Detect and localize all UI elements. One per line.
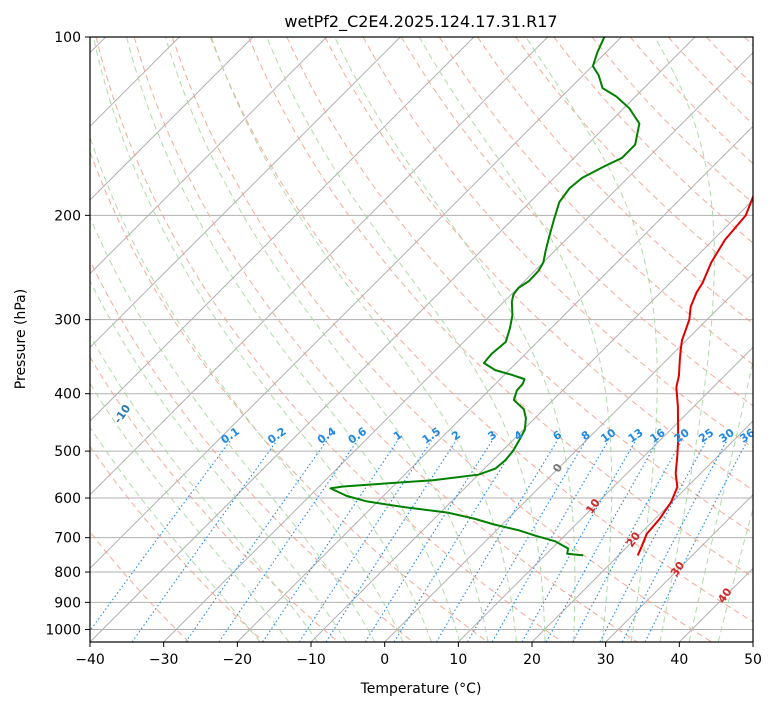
x-tick-label: −30 <box>149 652 179 668</box>
isotherm-line <box>531 420 753 642</box>
dry-adiabat-line <box>95 37 563 642</box>
plot-background <box>90 37 753 642</box>
moist-adiabat-line <box>418 37 613 642</box>
mixing-ratio-line <box>521 440 637 642</box>
isobar-gridlines <box>90 37 753 630</box>
mixing-ratio-line <box>572 440 683 642</box>
mixing-ratio-line <box>545 440 659 642</box>
y-tick-label: 200 <box>54 208 81 224</box>
y-axis-label: Pressure (hPa) <box>13 289 29 389</box>
x-tick-label: 20 <box>523 652 541 668</box>
dry-adiabat-label: -20 <box>29 360 51 384</box>
mixing-ratio-lines <box>90 440 748 642</box>
mixing-ratio-line <box>325 440 457 642</box>
dry-adiabat-lines <box>90 37 753 642</box>
isotherm-line <box>90 37 254 201</box>
x-tick-label: −40 <box>75 652 105 668</box>
x-tick-label: −10 <box>296 652 326 668</box>
isotherm-line <box>236 125 753 642</box>
dry-adiabat-line <box>133 37 638 642</box>
moist-adiabat-line <box>525 37 658 642</box>
isotherm-line <box>90 37 475 422</box>
y-tick-label: 300 <box>54 313 81 329</box>
dry-adiabat-line <box>248 37 753 578</box>
y-tick-label: 900 <box>54 595 81 611</box>
isotherm-line <box>90 37 328 275</box>
dry-adiabat-line <box>90 259 414 642</box>
moist-adiabat-line <box>164 37 489 642</box>
moist-adiabat-line <box>90 334 319 642</box>
moist-adiabat-line <box>92 37 432 642</box>
y-tick-label: 700 <box>54 531 81 547</box>
dry-adiabat-line <box>591 37 753 204</box>
dry-adiabat-line <box>400 37 753 407</box>
isotherm-line <box>90 37 401 349</box>
moist-adiabat-line <box>688 358 753 642</box>
isotherm-line <box>457 346 753 642</box>
dry-adiabat-line <box>90 356 339 642</box>
x-tick-label: 10 <box>449 652 467 668</box>
mixing-ratio-line <box>364 440 493 642</box>
plot-frame <box>89 36 754 643</box>
x-tick-label: 40 <box>670 652 688 668</box>
dry-adiabat-line <box>324 37 753 491</box>
x-tick-label: −20 <box>223 652 253 668</box>
mixing-ratio-line <box>435 440 558 642</box>
mixing-ratio-line <box>467 440 587 642</box>
y-tick-label: 600 <box>54 491 81 507</box>
dry-adiabat-line <box>286 37 753 534</box>
y-tick-label: 500 <box>54 444 81 460</box>
x-tick-label: 0 <box>380 652 389 668</box>
moist-adiabat-line <box>654 37 715 642</box>
temperature-profile-line <box>636 194 753 556</box>
moist-adiabat-line <box>717 506 753 642</box>
mixing-ratio-line <box>218 440 358 642</box>
isotherm-line <box>90 37 549 496</box>
moist-adiabat-line <box>90 215 376 642</box>
dry-adiabat-line <box>362 37 753 449</box>
y-tick-label: 100 <box>54 30 81 46</box>
moist-adiabat-line <box>90 135 404 642</box>
moist-adiabat-line <box>90 426 261 642</box>
isotherm-line <box>163 51 753 642</box>
isotherm-gridlines <box>90 37 753 642</box>
isotherm-line <box>384 272 753 642</box>
mixing-ratio-line <box>131 440 278 642</box>
mixing-ratio-line <box>644 440 748 642</box>
dry-adiabat-line <box>210 37 753 623</box>
mixing-ratio-line <box>298 440 432 642</box>
dewpoint-profile-line <box>329 37 641 557</box>
x-tick-label: 50 <box>744 652 762 668</box>
x-axis-ticks: −40 −30 −20 −10 0 10 20 30 40 50 <box>75 642 762 668</box>
moist-adiabat-line <box>126 37 461 642</box>
mixing-ratio-line <box>262 440 399 642</box>
mixing-ratio-line <box>185 440 328 642</box>
dry-adiabat-line <box>90 445 264 642</box>
isotherm-line <box>752 641 753 642</box>
isotherm-line <box>90 37 696 642</box>
dry-adiabat-line <box>553 37 753 244</box>
y-tick-label: 1000 <box>45 622 81 638</box>
dry-adiabat-line <box>439 37 753 366</box>
isotherm-line <box>90 37 622 570</box>
y-tick-label: 800 <box>54 565 81 581</box>
y-axis-ticks: 100 200 300 400 500 600 700 800 900 1000 <box>45 30 90 638</box>
mixing-ratio-line <box>90 440 231 632</box>
x-tick-label: 30 <box>597 652 615 668</box>
moist-adiabat-line <box>334 37 576 642</box>
moist-adiabat-line <box>210 37 517 642</box>
sounding-series <box>329 37 753 557</box>
y-tick-label: 400 <box>54 387 81 403</box>
x-axis-label: Temperature (°C) <box>360 681 482 697</box>
moist-adiabat-line <box>266 37 546 642</box>
chart-title: wetPf2_C2E4.2025.124.17.31.R17 <box>284 12 557 32</box>
dry-adiabat-line <box>171 37 712 642</box>
moist-adiabat-lines <box>90 37 753 642</box>
mixing-ratio-line <box>393 440 520 642</box>
isotherm-line <box>605 493 753 642</box>
moist-adiabat-line <box>90 382 290 642</box>
